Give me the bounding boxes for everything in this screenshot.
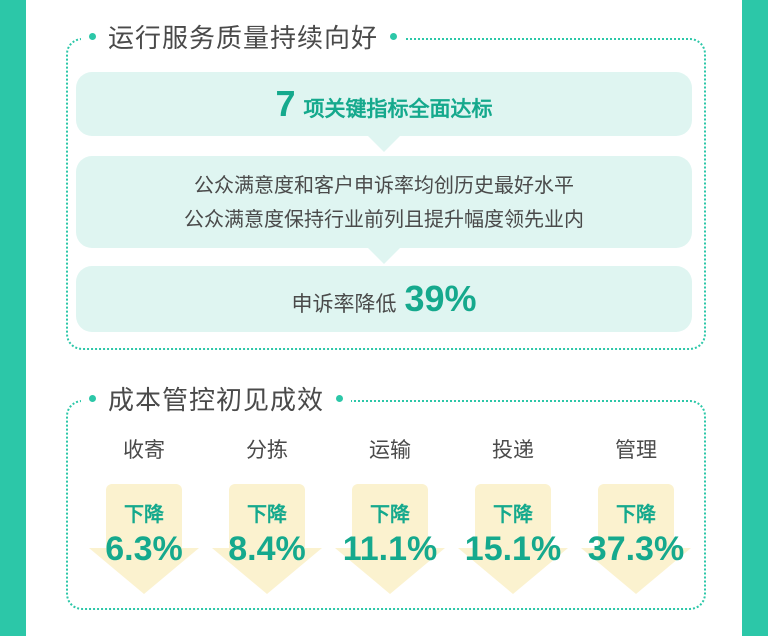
change-label: 下降 [370,502,410,526]
down-arrow-icon: 下降 11.1% [335,484,445,596]
complaint-card: 申诉率降低 39% [76,266,692,332]
connector-arrow-2 [368,248,400,264]
title-dot-right [336,394,344,402]
change-value: 15.1% [464,530,562,568]
change-value: 11.1% [342,530,438,568]
kpi-count: 7 [275,83,296,124]
satisfaction-card: 公众满意度和客户申诉率均创历史最好水平 公众满意度保持行业前列且提升幅度领先业内 [76,156,692,248]
service-quality-title: 运行服务质量持续向好 [108,23,379,54]
kpi-text: 项关键指标全面达标 [303,97,493,121]
change-value: 6.3% [105,530,183,568]
down-arrow-icon: 下降 15.1% [458,484,568,596]
title-dot-left [89,394,96,402]
title-dot-right [390,32,398,40]
down-arrow-icon: 下降 37.3% [581,484,691,596]
change-label: 下降 [124,502,164,526]
cost-item-label: 收寄 [123,438,165,462]
change-value: 8.4% [228,530,306,568]
satisfaction-line-2: 公众满意度保持行业前列且提升幅度领先业内 [184,207,584,231]
change-label: 下降 [247,502,287,526]
change-value: 37.3% [587,530,685,568]
cost-control-header: 成本管控初见成效 [81,378,352,418]
change-label: 下降 [616,502,656,526]
cost-item-label: 管理 [615,438,657,462]
page: 运行服务质量持续向好 7 项关键指标全面达标 公众满意度和客户申诉率均创历史最好… [26,0,742,636]
change-label: 下降 [493,502,533,526]
down-arrow-icon: 下降 6.3% [89,484,199,596]
title-dot-left [89,32,96,40]
satisfaction-line-1: 公众满意度和客户申诉率均创历史最好水平 [194,173,574,197]
connector-arrow-1 [368,136,400,152]
cost-control-title: 成本管控初见成效 [108,385,325,416]
service-quality-header: 运行服务质量持续向好 [81,16,406,56]
cost-item-label: 分拣 [246,438,288,462]
down-arrow-icon: 下降 8.4% [212,484,322,596]
cost-control-panel [66,400,706,610]
cost-item-label: 投递 [492,438,534,462]
cost-item-label: 运输 [369,438,411,462]
complaint-value: 39% [404,278,477,319]
complaint-text: 申诉率降低 [291,292,397,316]
kpi-card: 7 项关键指标全面达标 [76,72,692,136]
